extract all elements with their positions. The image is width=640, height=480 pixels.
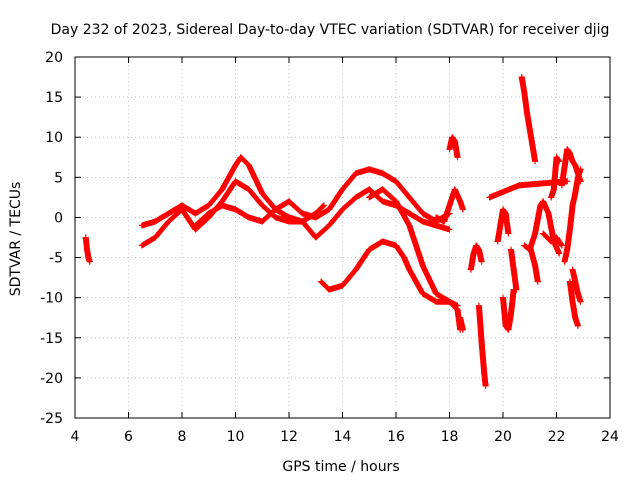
series-markers (192, 166, 453, 229)
y-tick-label: -25 (40, 411, 63, 427)
series-track-q (526, 242, 541, 285)
y-tick-label: -15 (40, 331, 63, 347)
series-markers (82, 234, 93, 265)
series-track-n (508, 246, 520, 293)
series-track-l (494, 206, 512, 245)
series-markers (457, 314, 466, 333)
series-track-t (561, 166, 584, 265)
axes: 4 6 8 10 12 14 16 18 20 22 24 -25 -20 -15 -10 -5 0 5 10 15 2… (40, 50, 619, 445)
series-markers (540, 230, 565, 249)
series-track-m (500, 286, 517, 333)
series-markers (433, 186, 466, 225)
series-markers (446, 134, 461, 161)
chart-title: Day 232 of 2023, Sidereal Day-to-day VTE… (51, 22, 610, 38)
x-tick-label: 12 (280, 429, 298, 445)
x-tick-label: 24 (601, 429, 619, 445)
x-tick-label: 8 (178, 429, 187, 445)
series-track-x (486, 178, 571, 201)
x-tick-label: 6 (124, 429, 133, 445)
series-markers (467, 242, 485, 273)
series-track-w (540, 230, 565, 249)
series-track-h (446, 134, 461, 161)
y-tick-label: -5 (49, 251, 63, 267)
series-markers (569, 266, 584, 305)
series-track-j (467, 242, 485, 273)
series-track-c (138, 178, 453, 249)
y-tick-label: -10 (40, 291, 63, 307)
y-tick-label: 10 (45, 130, 63, 146)
series-track-v (569, 266, 584, 305)
series-track-g (433, 186, 466, 225)
y-tick-label: 20 (45, 50, 63, 66)
series-markers (500, 286, 517, 333)
series-markers (475, 302, 489, 389)
plot-area (82, 74, 584, 389)
x-tick-label: 22 (548, 429, 566, 445)
series-track-i (457, 314, 466, 333)
x-tick-label: 10 (227, 429, 245, 445)
series-markers (561, 166, 584, 265)
y-tick-label: 5 (54, 170, 63, 186)
series-track-k (475, 302, 489, 389)
x-tick-label: 16 (387, 429, 405, 445)
x-tick-label: 20 (494, 429, 512, 445)
x-tick-label: 4 (71, 429, 80, 445)
series-track-f (366, 186, 461, 309)
y-tick-label: 15 (45, 90, 63, 106)
series-markers (526, 242, 541, 285)
series-markers (566, 278, 581, 329)
series-markers (366, 186, 461, 309)
series-markers (138, 178, 453, 249)
series-markers (318, 238, 464, 333)
y-tick-label: -20 (40, 371, 63, 387)
series-markers (508, 246, 520, 293)
series-track-a (82, 234, 93, 265)
series-track-o (518, 74, 539, 165)
x-tick-label: 18 (441, 429, 459, 445)
series-markers (518, 74, 539, 165)
series-track-e (318, 238, 464, 333)
y-tick-label: 0 (54, 210, 63, 226)
series-track-d (192, 166, 453, 229)
x-tick-label: 14 (334, 429, 352, 445)
x-axis-label: GPS time / hours (282, 459, 399, 475)
y-axis-label: SDTVAR / TECUs (8, 182, 24, 297)
series-track-u (566, 278, 581, 329)
series-markers (486, 178, 571, 201)
series-markers (494, 206, 512, 245)
